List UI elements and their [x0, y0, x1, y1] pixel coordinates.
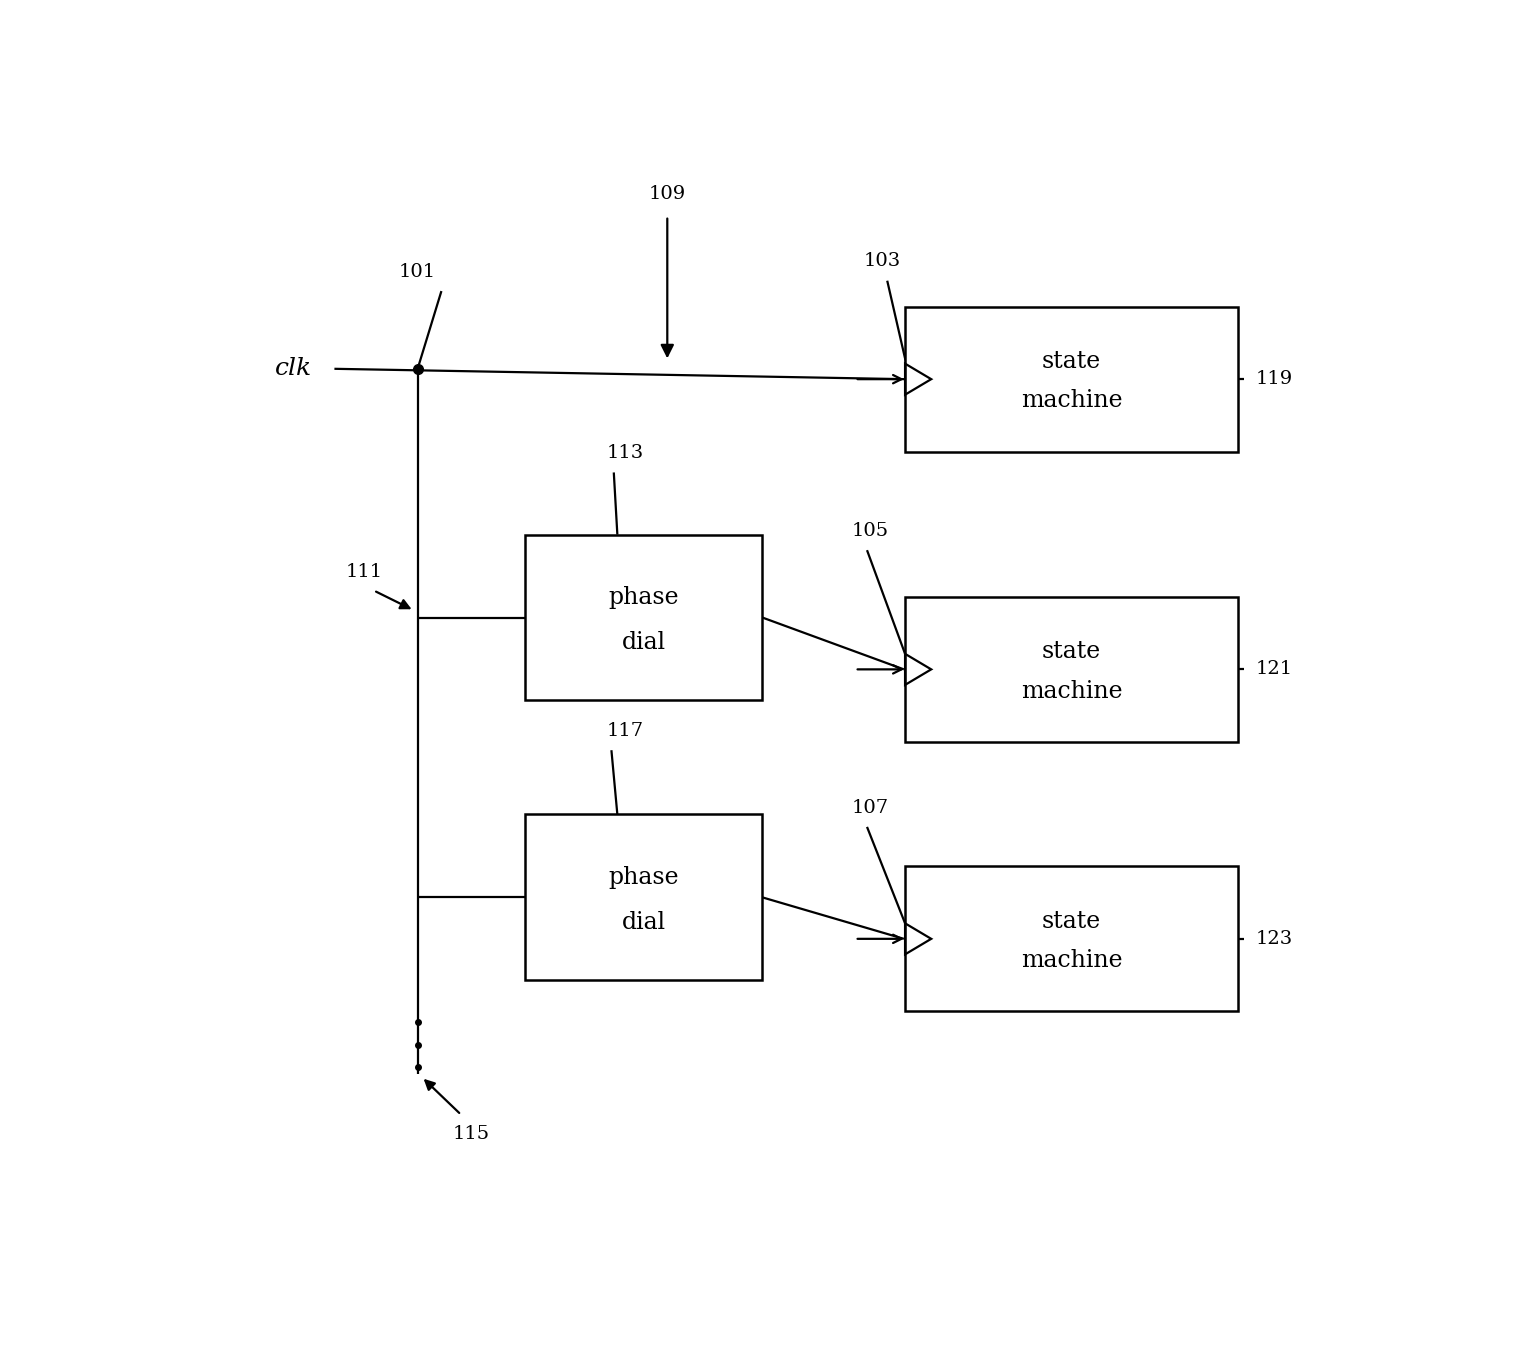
Text: 109: 109	[649, 184, 686, 203]
Bar	[905, 596, 1238, 742]
Bar	[905, 867, 1238, 1011]
Text: state: state	[1042, 641, 1101, 664]
Text: phase: phase	[607, 865, 680, 888]
Text: phase: phase	[607, 586, 680, 610]
Text: machine: machine	[1020, 680, 1123, 703]
Text: dial: dial	[621, 631, 666, 654]
Text: machine: machine	[1020, 389, 1123, 412]
Text: dial: dial	[621, 911, 666, 934]
Text: state: state	[1042, 350, 1101, 373]
Text: 121: 121	[1256, 661, 1293, 678]
Bar	[525, 534, 762, 700]
Text: 115: 115	[453, 1125, 489, 1143]
Text: machine: machine	[1020, 949, 1123, 972]
Text: 107: 107	[851, 798, 888, 817]
Bar	[525, 814, 762, 980]
Bar	[905, 307, 1238, 452]
Text: 105: 105	[851, 522, 888, 540]
Text: 103: 103	[864, 252, 900, 271]
Text: clk: clk	[275, 357, 311, 381]
Text: 123: 123	[1256, 930, 1293, 948]
Text: 117: 117	[607, 721, 644, 740]
Text: 113: 113	[607, 444, 644, 462]
Text: 101: 101	[399, 262, 436, 281]
Text: 111: 111	[345, 563, 382, 581]
Text: 119: 119	[1256, 370, 1293, 388]
Text: state: state	[1042, 910, 1101, 933]
